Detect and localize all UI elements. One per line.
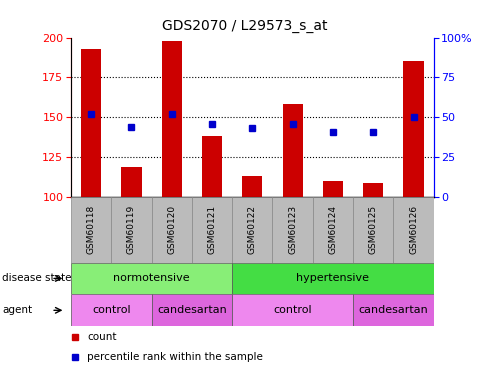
Text: GSM60126: GSM60126 [409, 205, 418, 254]
Bar [403, 62, 423, 197]
Text: GSM60125: GSM60125 [368, 205, 378, 254]
Text: GSM60118: GSM60118 [87, 205, 96, 254]
Bar [283, 104, 303, 197]
Bar [353, 294, 434, 326]
Bar [242, 176, 263, 197]
Bar [192, 197, 232, 262]
Bar [232, 197, 272, 262]
Bar [151, 294, 232, 326]
Text: agent: agent [2, 305, 32, 315]
Bar [151, 197, 192, 262]
Text: GSM60121: GSM60121 [208, 205, 217, 254]
Bar [353, 197, 393, 262]
Bar [162, 41, 182, 197]
Text: GSM60122: GSM60122 [248, 205, 257, 254]
Text: normotensive: normotensive [113, 273, 190, 284]
Text: GSM60124: GSM60124 [328, 205, 338, 254]
Text: control: control [273, 305, 312, 315]
Text: hypertensive: hypertensive [296, 273, 369, 284]
Bar [232, 294, 353, 326]
Bar [363, 183, 383, 197]
Bar [272, 197, 313, 262]
Bar [71, 294, 151, 326]
Text: percentile rank within the sample: percentile rank within the sample [87, 352, 263, 362]
Bar [122, 166, 142, 197]
Text: control: control [92, 305, 131, 315]
Text: count: count [87, 332, 117, 342]
Text: GSM60120: GSM60120 [167, 205, 176, 254]
Bar [232, 262, 434, 294]
Bar [111, 197, 151, 262]
Bar [71, 197, 111, 262]
Text: candesartan: candesartan [359, 305, 428, 315]
Text: GSM60123: GSM60123 [288, 205, 297, 254]
Bar [81, 49, 101, 197]
Text: GSM60119: GSM60119 [127, 205, 136, 254]
Text: candesartan: candesartan [157, 305, 227, 315]
Bar [71, 262, 232, 294]
Bar [313, 197, 353, 262]
Text: disease state: disease state [2, 273, 72, 284]
Bar [202, 136, 222, 197]
Bar [393, 197, 434, 262]
Bar [323, 181, 343, 197]
Text: GDS2070 / L29573_s_at: GDS2070 / L29573_s_at [162, 19, 328, 33]
